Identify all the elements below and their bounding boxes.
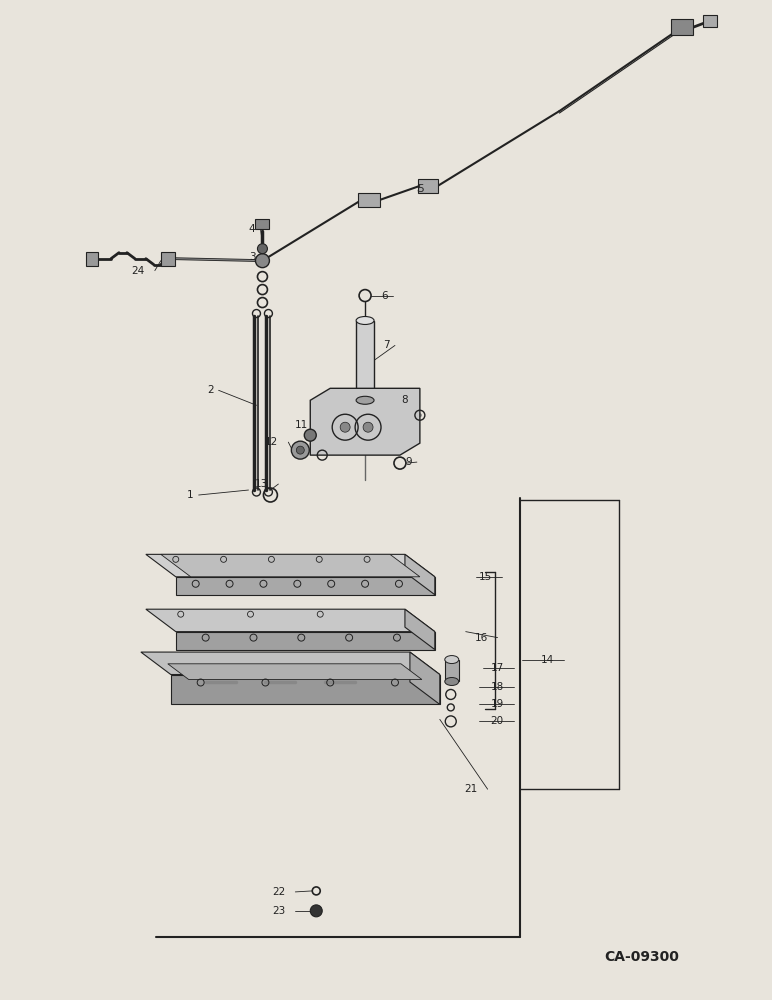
Text: 15: 15 — [479, 572, 492, 582]
Circle shape — [310, 905, 322, 917]
Text: 11: 11 — [295, 420, 308, 430]
Circle shape — [256, 254, 269, 268]
Text: 20: 20 — [490, 716, 503, 726]
Text: 13: 13 — [256, 479, 269, 489]
Circle shape — [304, 429, 317, 441]
Text: 23: 23 — [272, 906, 286, 916]
Polygon shape — [161, 554, 420, 577]
Text: 8: 8 — [401, 395, 408, 405]
Text: 12: 12 — [265, 437, 279, 447]
Circle shape — [363, 422, 373, 432]
Polygon shape — [410, 652, 440, 704]
Polygon shape — [405, 609, 435, 650]
Polygon shape — [405, 554, 435, 595]
Circle shape — [296, 446, 304, 454]
Text: 5: 5 — [417, 184, 424, 194]
Text: 14: 14 — [541, 655, 554, 665]
Text: 4: 4 — [249, 224, 256, 234]
Bar — [703, 15, 717, 27]
Text: 9: 9 — [405, 457, 412, 467]
Text: 21: 21 — [465, 784, 478, 794]
Text: 7: 7 — [384, 340, 390, 350]
Text: CA-09300: CA-09300 — [604, 950, 679, 964]
Text: 3: 3 — [249, 252, 256, 262]
Text: 1: 1 — [187, 490, 194, 500]
Ellipse shape — [356, 396, 374, 404]
Bar — [356, 320, 374, 400]
Polygon shape — [146, 554, 435, 577]
Text: 16: 16 — [474, 633, 488, 643]
Bar — [161, 252, 174, 266]
Text: 17: 17 — [490, 663, 503, 673]
Polygon shape — [171, 675, 440, 704]
Polygon shape — [168, 664, 422, 680]
Ellipse shape — [356, 317, 374, 324]
Ellipse shape — [445, 678, 459, 685]
Text: 24: 24 — [131, 266, 145, 276]
Circle shape — [340, 422, 350, 432]
Polygon shape — [176, 632, 435, 650]
Text: 19: 19 — [490, 699, 503, 709]
Bar — [256, 219, 269, 229]
Circle shape — [291, 441, 310, 459]
Bar — [445, 660, 459, 681]
Polygon shape — [310, 388, 420, 455]
Polygon shape — [176, 577, 435, 595]
Bar — [418, 179, 438, 193]
Text: 22: 22 — [272, 887, 286, 897]
Text: 6: 6 — [381, 291, 388, 301]
Text: 18: 18 — [490, 682, 503, 692]
Polygon shape — [141, 652, 440, 675]
Polygon shape — [146, 609, 435, 632]
Bar — [86, 252, 98, 266]
Text: 2: 2 — [207, 385, 214, 395]
Bar — [358, 193, 380, 207]
Circle shape — [258, 244, 267, 254]
Ellipse shape — [445, 656, 459, 664]
Bar — [671, 19, 693, 35]
